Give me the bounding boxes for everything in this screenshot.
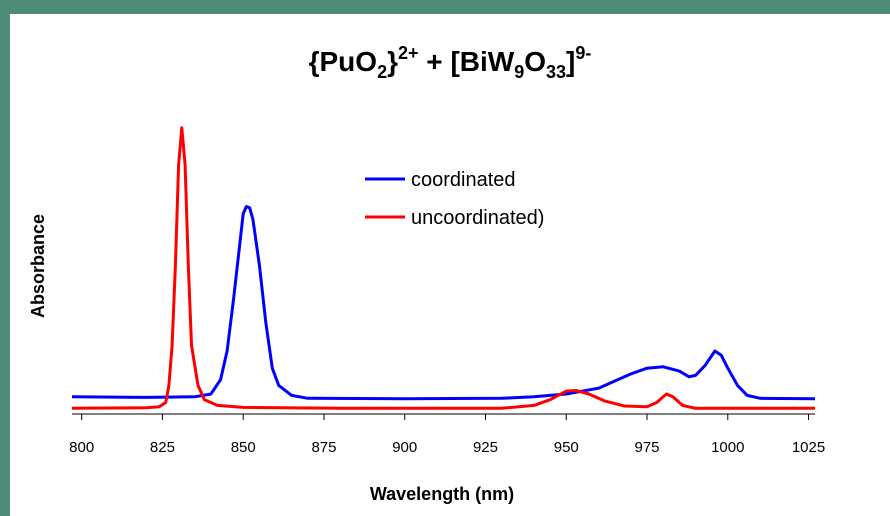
legend-label-coordinated: coordinated [411, 169, 516, 191]
y-axis-title: Absorbance [28, 214, 48, 318]
x-tick-label: 850 [231, 439, 256, 456]
x-tick-label: 800 [69, 439, 94, 456]
legend: coordinated uncoordinated) [365, 169, 544, 229]
chart-title: {PuO2}2+ + [BiW9O33]9- [309, 43, 592, 82]
legend-label-uncoordinated: uncoordinated) [411, 207, 544, 229]
x-tick-label: 825 [150, 439, 175, 456]
x-tick-label: 1000 [711, 439, 744, 456]
chart-panel: {PuO2}2+ + [BiW9O33]9- Absorbance Wavele… [10, 14, 890, 516]
x-tick-label: 950 [554, 439, 579, 456]
chart-svg: {PuO2}2+ + [BiW9O33]9- Absorbance Wavele… [28, 43, 825, 504]
x-tick-label: 875 [311, 439, 336, 456]
series-line-uncoordinated [71, 126, 815, 410]
x-tick-label: 975 [635, 439, 660, 456]
x-axis-title: Wavelength (nm) [370, 484, 514, 504]
x-tick-label: 925 [473, 439, 498, 456]
x-tick-label: 900 [392, 439, 417, 456]
series-line-coordinated [71, 205, 816, 401]
plot-area [71, 126, 816, 410]
x-tick-label: 1025 [792, 439, 825, 456]
x-ticks: 800 825 850 875 900 925 950 975 1000 1025 [69, 414, 825, 456]
